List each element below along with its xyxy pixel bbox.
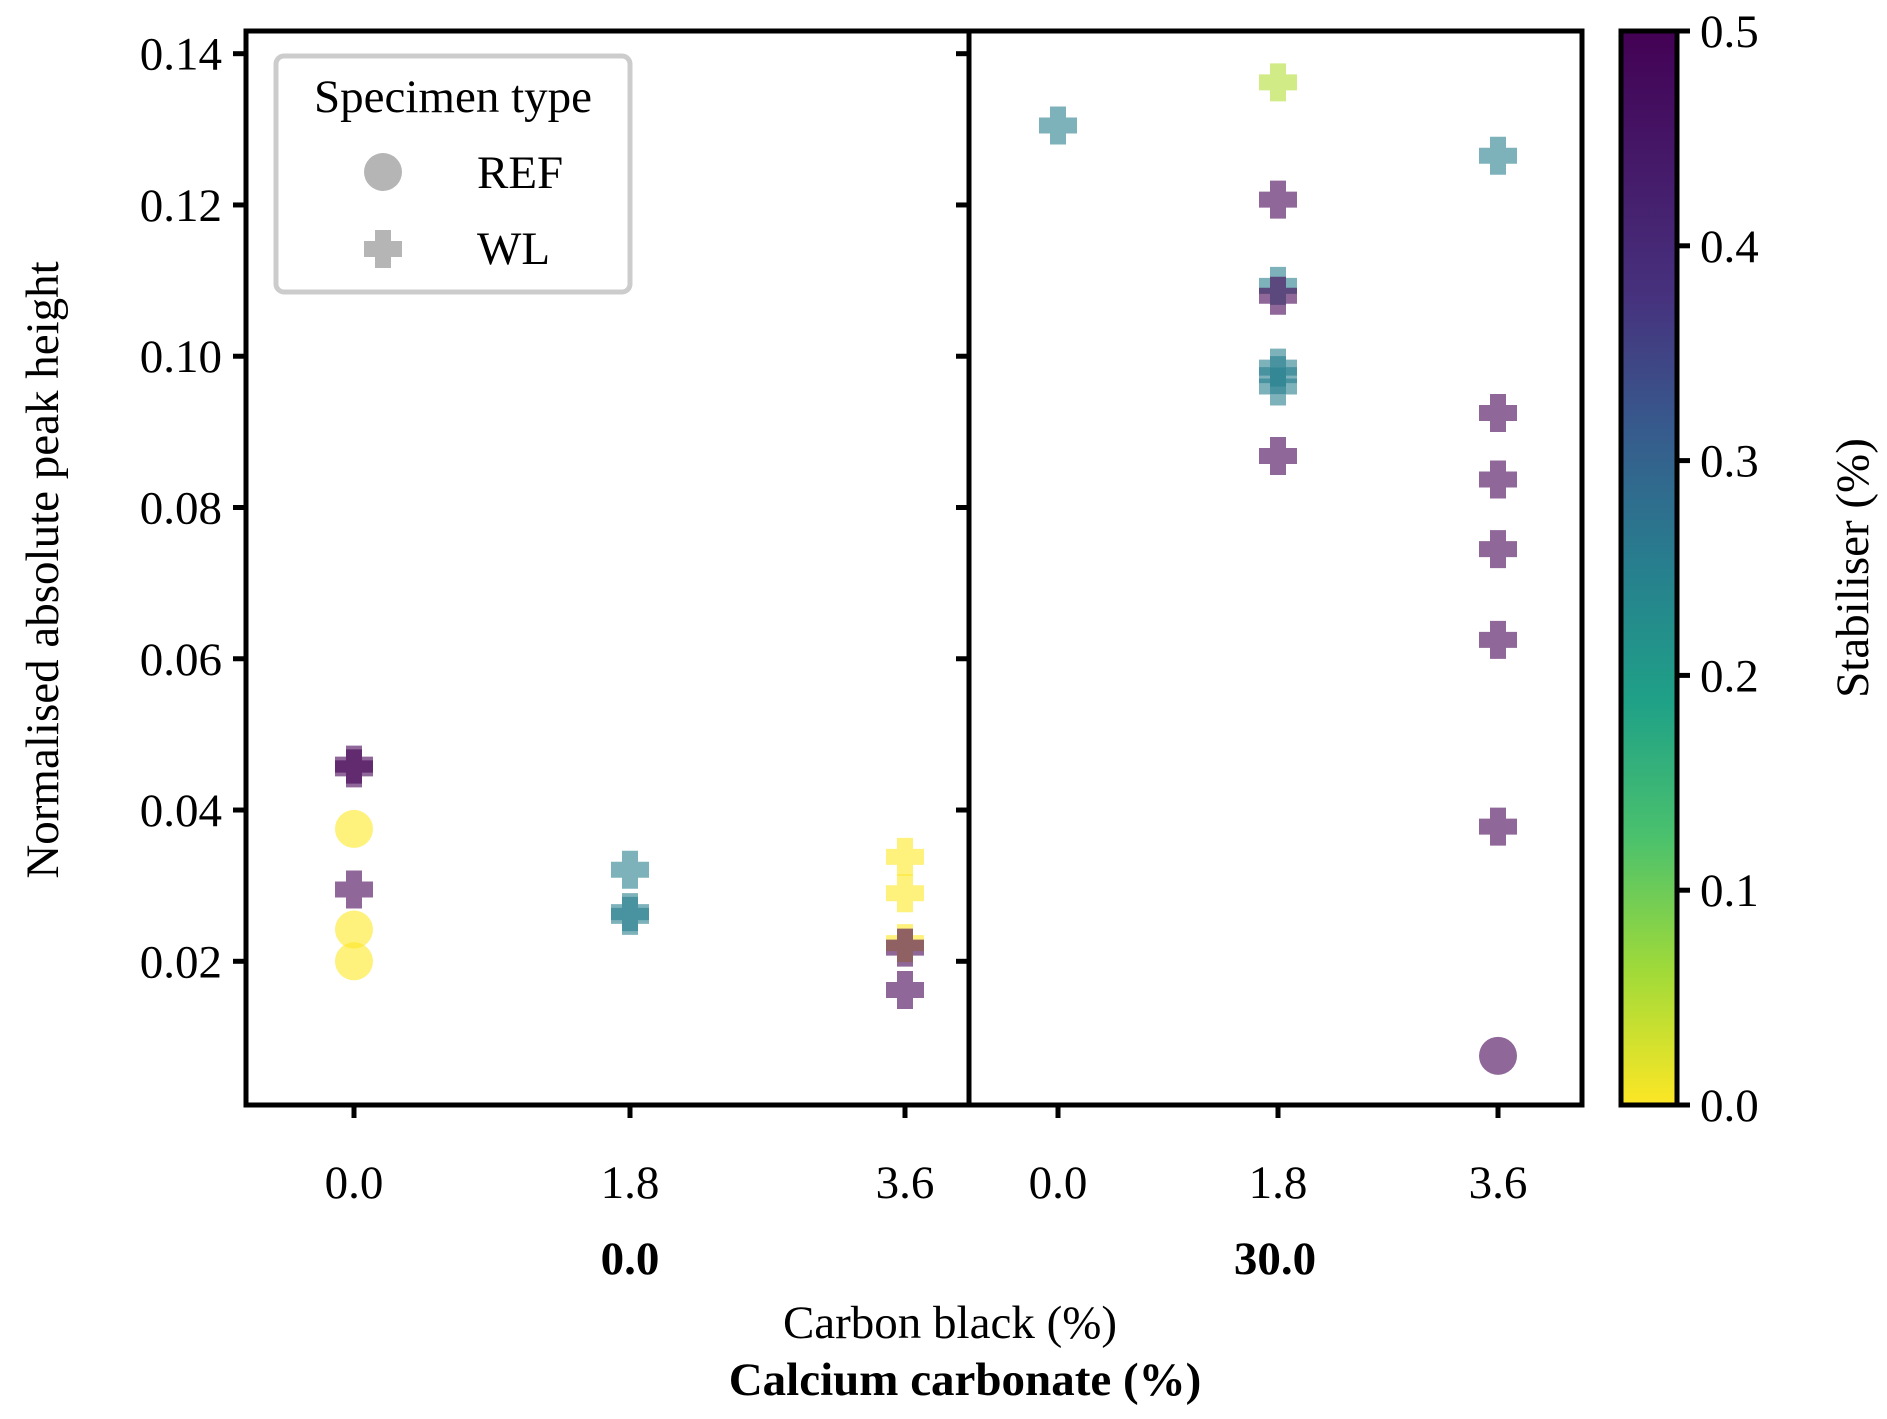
wl-point	[1259, 181, 1297, 219]
ref-point	[335, 810, 373, 848]
wl-point	[611, 851, 649, 889]
wl-point	[1479, 530, 1517, 568]
colorbar-tick-label: 0.3	[1700, 436, 1759, 488]
scatter-figure: 0.02 0.04 0.06 0.08 0.10 0.12 0.14 0.0 1.8 3.6 0.0…	[0, 0, 1887, 1419]
legend-title: Specimen type	[314, 71, 592, 123]
y-tick-label: 0.04	[140, 785, 222, 837]
colorbar-tick-label: 0.2	[1700, 650, 1759, 702]
x-tick-label: 3.6	[1469, 1157, 1528, 1209]
wl-point	[886, 838, 924, 876]
y-tick-label: 0.02	[140, 936, 222, 988]
x-tick-label: 1.8	[601, 1157, 660, 1209]
wl-point	[335, 749, 373, 787]
ref-point	[1479, 1037, 1517, 1075]
ref-point	[335, 942, 373, 980]
legend: Specimen type REF WL	[276, 56, 630, 292]
x-tick-label: 1.8	[1249, 1157, 1308, 1209]
colorbar-tick-label: 0.1	[1700, 865, 1759, 917]
colorbar-label: Stabiliser (%)	[1827, 438, 1879, 698]
wl-point	[886, 971, 924, 1009]
wl-point	[1259, 63, 1297, 101]
colorbar-tick-label: 0.5	[1700, 6, 1759, 58]
wl-point	[335, 870, 373, 908]
wl-point	[1479, 808, 1517, 846]
x-axis-label: Carbon black (%)	[783, 1297, 1117, 1349]
legend-ref-label: REF	[477, 147, 563, 199]
x-tick-label: 0.0	[325, 1157, 384, 1209]
x-tick-label: 3.6	[876, 1157, 935, 1209]
wl-point	[1259, 437, 1297, 475]
colorbar-gradient	[1621, 31, 1677, 1105]
y-tick-label: 0.14	[140, 29, 222, 81]
legend-wl-label: WL	[477, 223, 550, 275]
x-tick-label: 0.0	[1029, 1157, 1088, 1209]
group-label-right: 30.0	[1234, 1233, 1316, 1285]
wl-point	[1479, 394, 1517, 432]
wl-point	[1479, 137, 1517, 175]
legend-ref-marker	[364, 153, 402, 191]
y-tick-label: 0.10	[140, 331, 222, 383]
wl-point	[1479, 461, 1517, 499]
wl-point	[1039, 107, 1077, 145]
group-label-left: 0.0	[601, 1233, 660, 1285]
colorbar: 0.0 0.1 0.2 0.3 0.4 0.5 Stabiliser (%)	[1621, 6, 1879, 1132]
wl-point	[886, 929, 924, 967]
y-tick-label: 0.12	[140, 180, 222, 232]
y-tick-label: 0.06	[140, 634, 222, 686]
colorbar-ticks: 0.0 0.1 0.2 0.3 0.4 0.5	[1677, 6, 1759, 1132]
colorbar-tick-label: 0.4	[1700, 221, 1759, 273]
colorbar-tick-label: 0.0	[1700, 1080, 1759, 1132]
wl-point	[886, 874, 924, 912]
y-axis-label: Normalised absolute peak height	[17, 261, 69, 878]
x-axis-label-secondary: Calcium carbonate (%)	[729, 1354, 1202, 1406]
wl-point	[611, 897, 649, 935]
y-tick-label: 0.08	[140, 482, 222, 534]
wl-point	[1479, 621, 1517, 659]
